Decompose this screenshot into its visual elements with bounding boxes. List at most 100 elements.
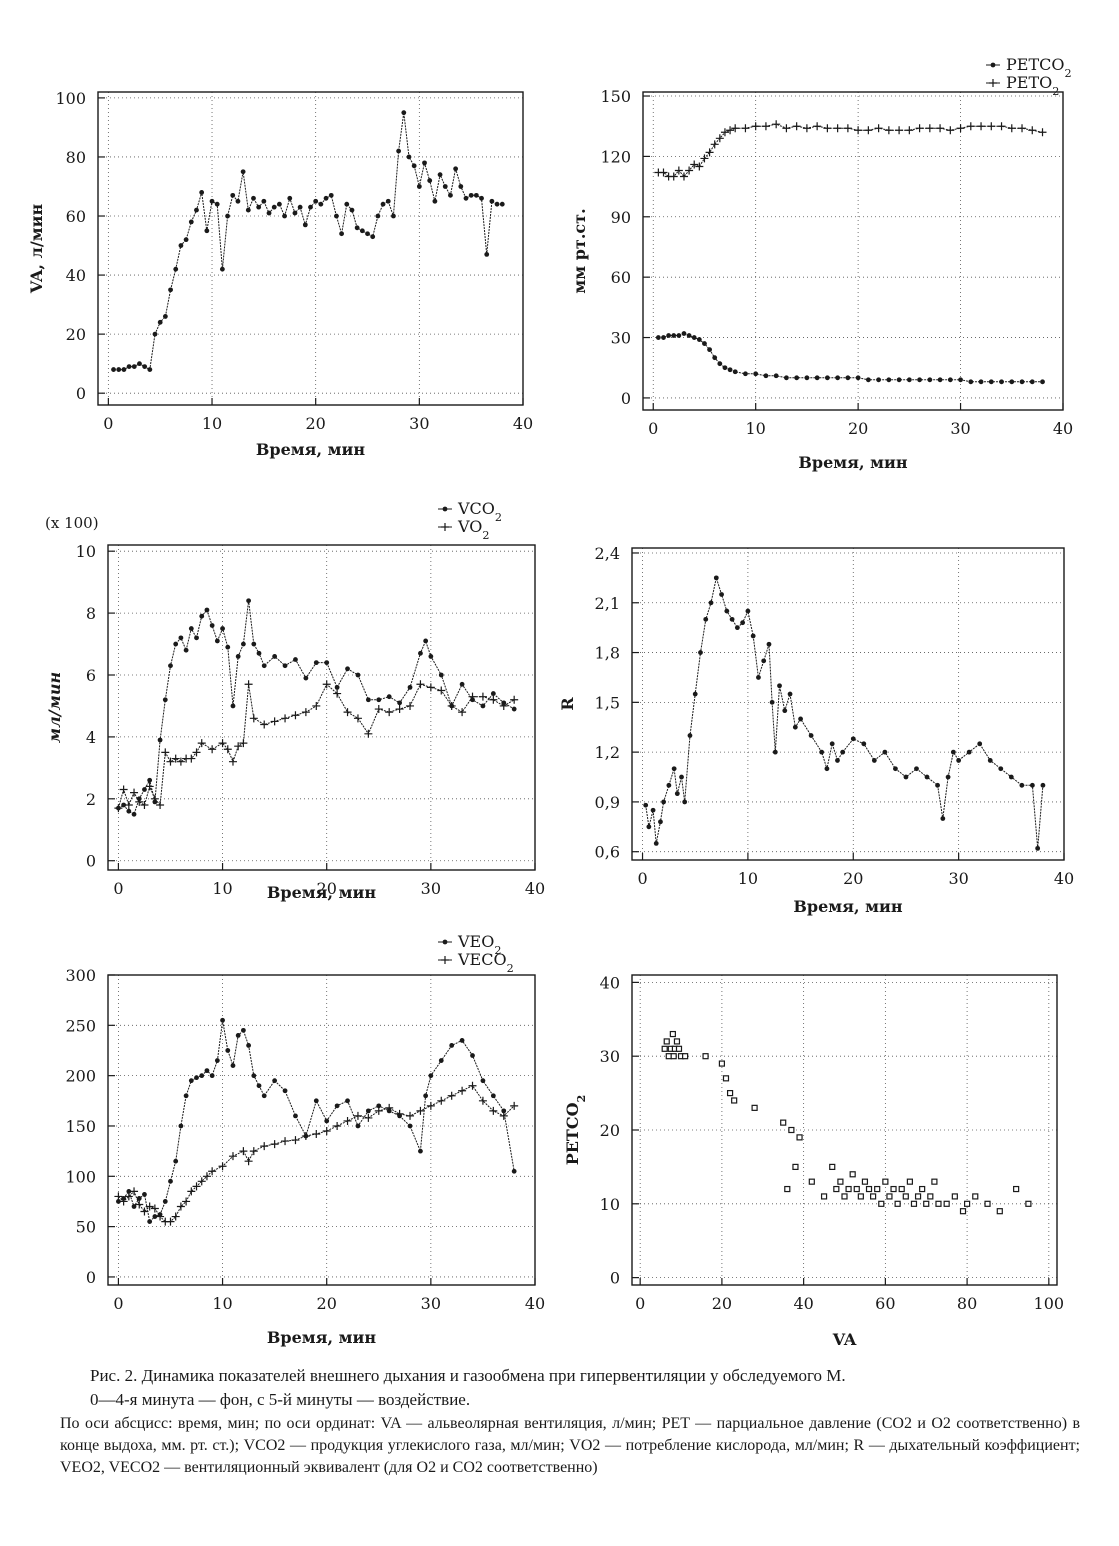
data-point [364, 1113, 373, 1122]
data-point [355, 672, 361, 678]
data-point [142, 364, 148, 370]
data-point [428, 1073, 434, 1079]
data-point [147, 777, 153, 783]
data-point [333, 689, 342, 698]
data-point [999, 379, 1004, 385]
data-point [865, 1185, 873, 1193]
data-point [353, 714, 362, 723]
data-point [753, 371, 759, 377]
data-point [370, 234, 376, 240]
data-point [287, 195, 293, 201]
x-axis-label: VA [832, 1330, 857, 1349]
data-point [162, 697, 168, 703]
data-point [178, 1123, 184, 1129]
data-point [333, 1121, 342, 1130]
data-point [168, 287, 173, 293]
series-vco2 [116, 598, 517, 817]
data-point [857, 1193, 864, 1200]
data-point [761, 658, 767, 664]
data-point [150, 1204, 159, 1213]
figure-caption-title: Рис. 2. Динамика показателей внешнего ды… [90, 1366, 846, 1385]
data-point [249, 714, 258, 723]
data-point [956, 758, 962, 763]
data-point [344, 201, 350, 207]
data-point [813, 122, 822, 131]
data-point [674, 166, 683, 175]
data-point [670, 1053, 677, 1060]
data-point [722, 365, 728, 371]
data-point [121, 367, 127, 372]
x-tick-label: 0 [637, 869, 647, 888]
data-point [334, 684, 340, 690]
data-point [702, 1053, 709, 1060]
legend-marker [441, 523, 449, 531]
series-r [643, 575, 1046, 851]
data-point [157, 319, 163, 325]
x-tick-label: 40 [1053, 419, 1073, 438]
data-point [511, 1168, 517, 1174]
data-point [661, 799, 667, 805]
data-point [940, 816, 946, 821]
y-tick-label: 20 [600, 1121, 620, 1140]
chart-scatter: 0 20 40 60 80 100 0 10 20 30 40 VA PETCO2 [563, 973, 1064, 1349]
data-point [458, 184, 464, 189]
chart-r: 0 10 20 30 40 0,6 0,9 1,2 1,5 1,8 2,1 2,4 Время, мин… [558, 544, 1074, 916]
data-point [240, 169, 246, 175]
data-point [480, 703, 486, 709]
data-point [261, 663, 267, 669]
x-tick-label: 30 [948, 869, 968, 888]
data-point [142, 1192, 147, 1197]
data-point [802, 124, 811, 133]
data-point [661, 1045, 668, 1052]
data-point [244, 1157, 253, 1166]
data-point [650, 807, 656, 813]
series-vo2 [114, 680, 519, 813]
data-point [251, 195, 256, 201]
data-point [963, 1200, 971, 1207]
data-point [903, 774, 909, 780]
x-tick-label: 30 [409, 414, 429, 433]
data-point [763, 373, 769, 379]
data-point [204, 228, 210, 234]
data-point [468, 192, 474, 198]
data-point [418, 650, 423, 656]
data-point [168, 1178, 173, 1184]
data-point [230, 703, 236, 709]
data-point [784, 1185, 791, 1193]
data-point [751, 1104, 758, 1111]
data-point [437, 172, 443, 178]
data-point [925, 124, 934, 133]
data-point [772, 120, 781, 129]
data-point [239, 1147, 248, 1156]
data-point [162, 1199, 168, 1204]
data-point [345, 666, 350, 672]
data-point [192, 748, 201, 757]
data-point [896, 377, 902, 383]
data-point [235, 198, 241, 204]
data-point [343, 1116, 352, 1125]
data-point [968, 379, 974, 385]
data-point [235, 654, 241, 659]
data-point [772, 749, 778, 755]
data-point [773, 373, 779, 379]
data-point [375, 213, 381, 219]
data-point [150, 794, 159, 803]
data-point [343, 708, 352, 717]
data-point [914, 766, 919, 772]
data-point [218, 1162, 227, 1171]
data-point [1035, 845, 1041, 851]
data-point [987, 758, 993, 763]
x-tick-label: 10 [738, 869, 758, 888]
data-point [1019, 782, 1025, 788]
data-point [407, 684, 413, 690]
data-point [679, 172, 688, 181]
data-point [156, 801, 165, 809]
data-point [183, 1093, 189, 1099]
chart-va: 0 10 20 30 40 0 20 40 60 80 100 Время, мин VA, л/мин [27, 89, 533, 459]
data-point [281, 714, 290, 723]
legend-marker [441, 956, 449, 964]
data-point [743, 371, 748, 377]
data-point [1029, 379, 1035, 385]
data-point [898, 1185, 905, 1193]
data-point [396, 148, 402, 154]
